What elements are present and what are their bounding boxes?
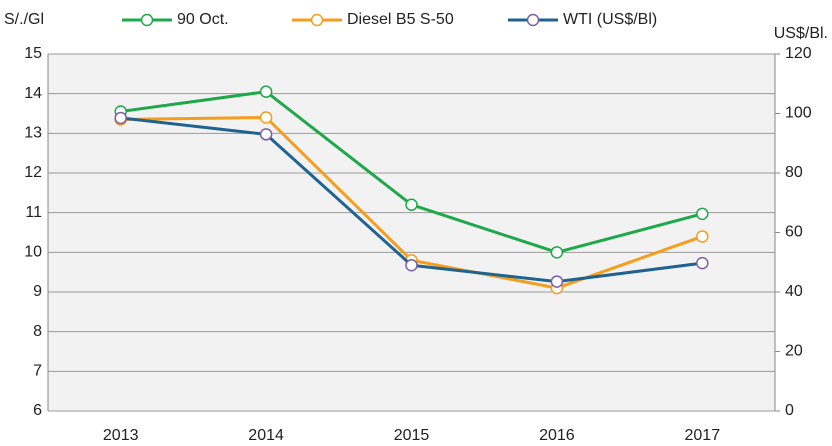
- y-tick-label: 9: [33, 283, 42, 300]
- y2-tick-label: 100: [785, 105, 812, 122]
- point-marker: [405, 198, 418, 211]
- legend-marker: [310, 13, 324, 27]
- y-tick-label: 6: [33, 402, 42, 419]
- legend-label: 90 Oct.: [177, 11, 229, 28]
- point-marker: [405, 258, 418, 272]
- legend-label: WTI (US$/Bl): [563, 11, 657, 28]
- x-tick-label: 2013: [103, 427, 139, 444]
- y-tick-label: 15: [24, 45, 42, 62]
- y2-tick-label: 20: [785, 343, 803, 360]
- y-tick-label: 11: [25, 204, 42, 221]
- y2-tick-label: 60: [785, 224, 803, 241]
- x-tick-label: 2017: [685, 427, 721, 444]
- y-tick-label: 7: [33, 363, 42, 380]
- y2-tick-label: 80: [785, 164, 803, 181]
- point-marker: [550, 246, 564, 259]
- point-marker: [114, 111, 127, 125]
- y-tick-label: 14: [24, 85, 42, 102]
- x-tick-label: 2015: [394, 427, 430, 444]
- legend-marker: [140, 13, 154, 27]
- plot-area: [48, 54, 775, 411]
- point-marker: [696, 256, 709, 270]
- y-axis-label: S/./Gl: [4, 11, 44, 28]
- y2-tick-label: 120: [785, 45, 812, 62]
- y-tick-label: 12: [24, 164, 42, 181]
- point-marker: [259, 128, 273, 141]
- y2-tick-label: 0: [785, 402, 794, 419]
- point-marker: [696, 207, 709, 221]
- point-marker: [696, 230, 709, 243]
- y-tick-label: 8: [33, 323, 42, 340]
- y2-tick-label: 40: [785, 283, 803, 300]
- legend-marker: [526, 13, 540, 27]
- point-marker: [550, 275, 564, 288]
- x-tick-label: 2016: [539, 427, 575, 444]
- legend-label: Diesel B5 S-50: [347, 11, 454, 28]
- x-tick-label: 2014: [248, 427, 284, 444]
- y-tick-label: 13: [24, 125, 42, 142]
- point-marker: [259, 111, 273, 124]
- y2-axis-label: US$/Bl.: [774, 25, 828, 42]
- point-marker: [259, 85, 273, 98]
- y-tick-label: 10: [24, 244, 42, 261]
